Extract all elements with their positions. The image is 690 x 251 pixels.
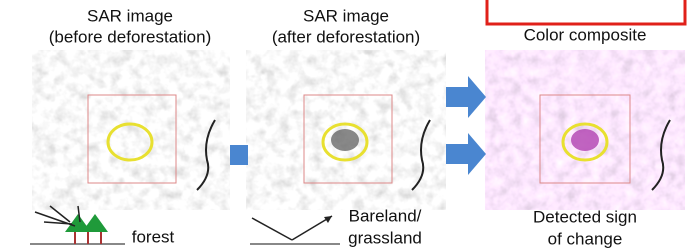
- connector: [230, 145, 248, 165]
- panel-title: (before deforestation): [49, 27, 212, 46]
- panel-title: Color composite: [524, 25, 647, 44]
- forest-icon: [30, 206, 125, 244]
- panel-caption: Bareland/: [349, 206, 422, 225]
- arrow: [446, 76, 486, 118]
- sar-before-image: [32, 50, 230, 210]
- arrow: [446, 133, 486, 175]
- panel-title: SAR image: [303, 6, 389, 25]
- highlight-box: [487, 0, 685, 24]
- panel-title: SAR image: [87, 6, 173, 25]
- bareland-icon: [250, 216, 340, 244]
- diagram: SAR image (before deforestation) forest SAR…: [0, 0, 690, 251]
- panel-caption: Detected sign: [533, 207, 637, 226]
- panel-caption: grassland: [348, 228, 422, 247]
- color-composite-image: [485, 50, 685, 210]
- panel-caption: forest: [132, 227, 175, 246]
- panel-caption: of change: [548, 229, 623, 248]
- sar-after-image: [246, 50, 446, 210]
- panel-title: (after deforestation): [272, 27, 420, 46]
